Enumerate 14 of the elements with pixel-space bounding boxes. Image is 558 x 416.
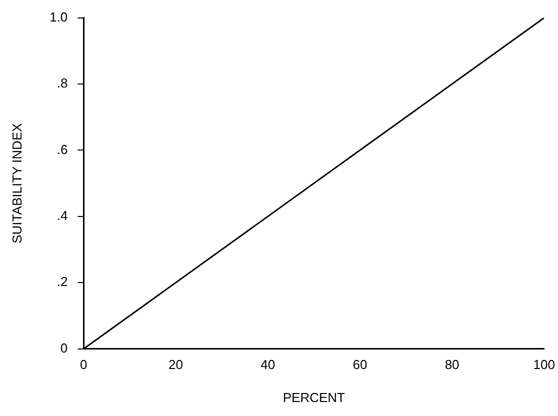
y-tick-label: .4	[56, 208, 68, 223]
y-tick-label: 1.0	[50, 9, 68, 24]
y-tick-label: .2	[56, 274, 68, 290]
x-tick-label: 0	[80, 357, 88, 372]
x-tick-label: 100	[533, 357, 556, 372]
y-tick-label: .8	[56, 76, 68, 91]
x-axis-title: PERCENT	[282, 390, 346, 405]
x-tick-label: 20	[168, 357, 184, 372]
x-tick-label: 60	[352, 357, 368, 372]
y-tick-label: 0	[60, 340, 68, 356]
x-tick-label: 80	[444, 357, 460, 372]
y-tick-label: .6	[56, 142, 68, 157]
y-axis-title: SUITABILITY INDEX	[9, 122, 24, 244]
x-tick-label: 40	[260, 357, 276, 372]
